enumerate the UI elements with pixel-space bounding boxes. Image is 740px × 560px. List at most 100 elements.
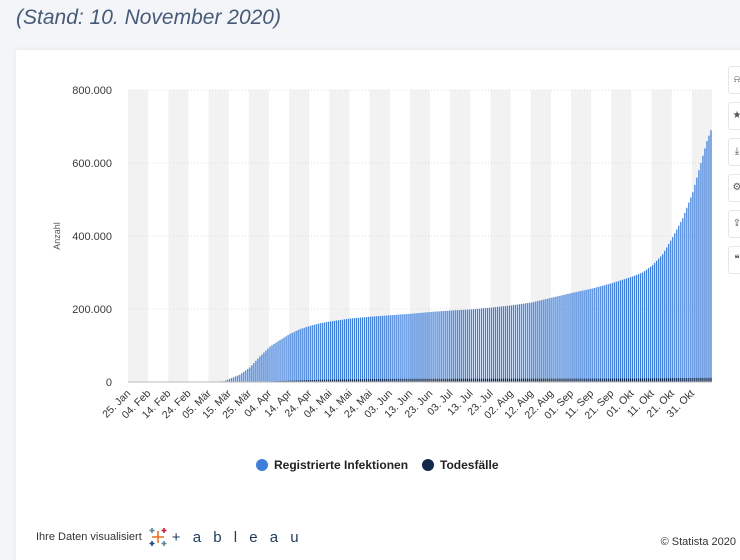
bar-infections (503, 306, 504, 382)
bar-infections (463, 310, 464, 382)
bar-infections (501, 306, 502, 382)
bar-infections (706, 141, 707, 382)
bar-infections (259, 356, 260, 382)
bar-infections (253, 363, 254, 382)
bar-infections (583, 290, 584, 382)
legend-dot-deaths (422, 459, 434, 471)
bar-infections (573, 293, 574, 382)
star-button[interactable]: ★ (728, 102, 740, 130)
bar-infections (312, 325, 313, 382)
bar-infections (692, 192, 693, 382)
bar-infections (515, 305, 516, 382)
bar-deaths (519, 379, 520, 382)
bar-infections (654, 263, 655, 382)
bar-infections (322, 323, 323, 382)
bar-infections (670, 241, 671, 382)
bar-infections (479, 309, 480, 382)
bar-infections (251, 365, 252, 382)
bell-button[interactable]: ⍾ (728, 66, 740, 94)
bar-infections (467, 310, 468, 382)
bar-deaths (543, 379, 544, 382)
bar-infections (471, 309, 472, 382)
bar-infections (434, 312, 435, 382)
bar-infections (624, 279, 625, 382)
bar-deaths (644, 378, 645, 382)
legend-label-infections: Registrierte Infektionen (274, 458, 408, 472)
bar-infections (660, 256, 661, 382)
bar-infections (261, 354, 262, 382)
bar-infections (285, 336, 286, 382)
bar-infections (704, 148, 705, 382)
bar-infections (436, 311, 437, 382)
bar-deaths (567, 379, 568, 382)
bar-infections (533, 302, 534, 382)
bar-deaths (698, 378, 699, 382)
bar-deaths (612, 379, 613, 382)
bar-deaths (624, 379, 625, 382)
bar-deaths (586, 379, 587, 382)
bar-deaths (541, 379, 542, 382)
bar-infections (614, 282, 615, 382)
bar-infections (273, 344, 274, 382)
bar-infections (372, 317, 373, 382)
legend: Registrierte Infektionen Todesfälle (256, 458, 513, 472)
bar-infections (394, 315, 395, 382)
quote-button[interactable]: ❝ (728, 246, 740, 274)
tableau-wordmark: + a b l e a u (172, 529, 303, 546)
bar-infections (441, 311, 442, 382)
bar-infections (521, 304, 522, 382)
bar-deaths (640, 378, 641, 382)
download-button[interactable]: ⤓ (728, 138, 740, 166)
bell-icon: ⍾ (734, 74, 740, 85)
bar-infections (324, 323, 325, 382)
bar-infections (354, 318, 355, 382)
bar-infections (318, 324, 319, 382)
gear-icon: ⚙ (733, 182, 740, 193)
bar-infections (352, 318, 353, 382)
bar-infections (658, 259, 659, 382)
bar-deaths (636, 378, 637, 382)
legend-item-deaths[interactable]: Todesfälle (422, 458, 498, 472)
bar-deaths (559, 379, 560, 382)
bar-infections (644, 271, 645, 382)
bar-infections (509, 306, 510, 382)
bar-infections (549, 298, 550, 382)
bar-infections (310, 326, 311, 382)
bar-infections (626, 278, 627, 382)
bar-infections (684, 213, 685, 382)
bar-infections (336, 321, 337, 382)
bar-infections (426, 312, 427, 382)
bar-infections (545, 299, 546, 382)
legend-item-infections[interactable]: Registrierte Infektionen (256, 458, 408, 472)
bar-infections (700, 163, 701, 382)
bar-deaths (676, 378, 677, 382)
bar-infections (666, 247, 667, 382)
bar-infections (308, 326, 309, 382)
bar-infections (579, 291, 580, 382)
bar-infections (569, 293, 570, 382)
bar-deaths (620, 379, 621, 382)
tableau-credit[interactable]: Ihre Daten visualisiert + a b l e a u (36, 527, 303, 547)
bar-infections (477, 309, 478, 382)
bar-infections (676, 230, 677, 382)
y-axis-title: Anzahl (52, 222, 62, 250)
copyright-notice[interactable]: © Statista 2020 (661, 536, 736, 548)
bar-deaths (571, 379, 572, 382)
gear-button[interactable]: ⚙ (728, 174, 740, 202)
bar-infections (374, 316, 375, 382)
bar-deaths (668, 378, 669, 382)
bar-infections (648, 268, 649, 382)
share-icon: ⇪ (733, 218, 740, 229)
bar-deaths (706, 378, 707, 382)
bar-infections (523, 304, 524, 382)
bar-infections (430, 312, 431, 382)
share-button[interactable]: ⇪ (728, 210, 740, 238)
bar-deaths (553, 379, 554, 382)
bar-deaths (499, 379, 500, 382)
bar-infections (636, 275, 637, 382)
tableau-cross-icon (148, 527, 168, 547)
download-icon: ⤓ (735, 146, 739, 157)
bar-infections (656, 261, 657, 382)
bar-infections (420, 313, 421, 382)
bar-infections (326, 322, 327, 382)
